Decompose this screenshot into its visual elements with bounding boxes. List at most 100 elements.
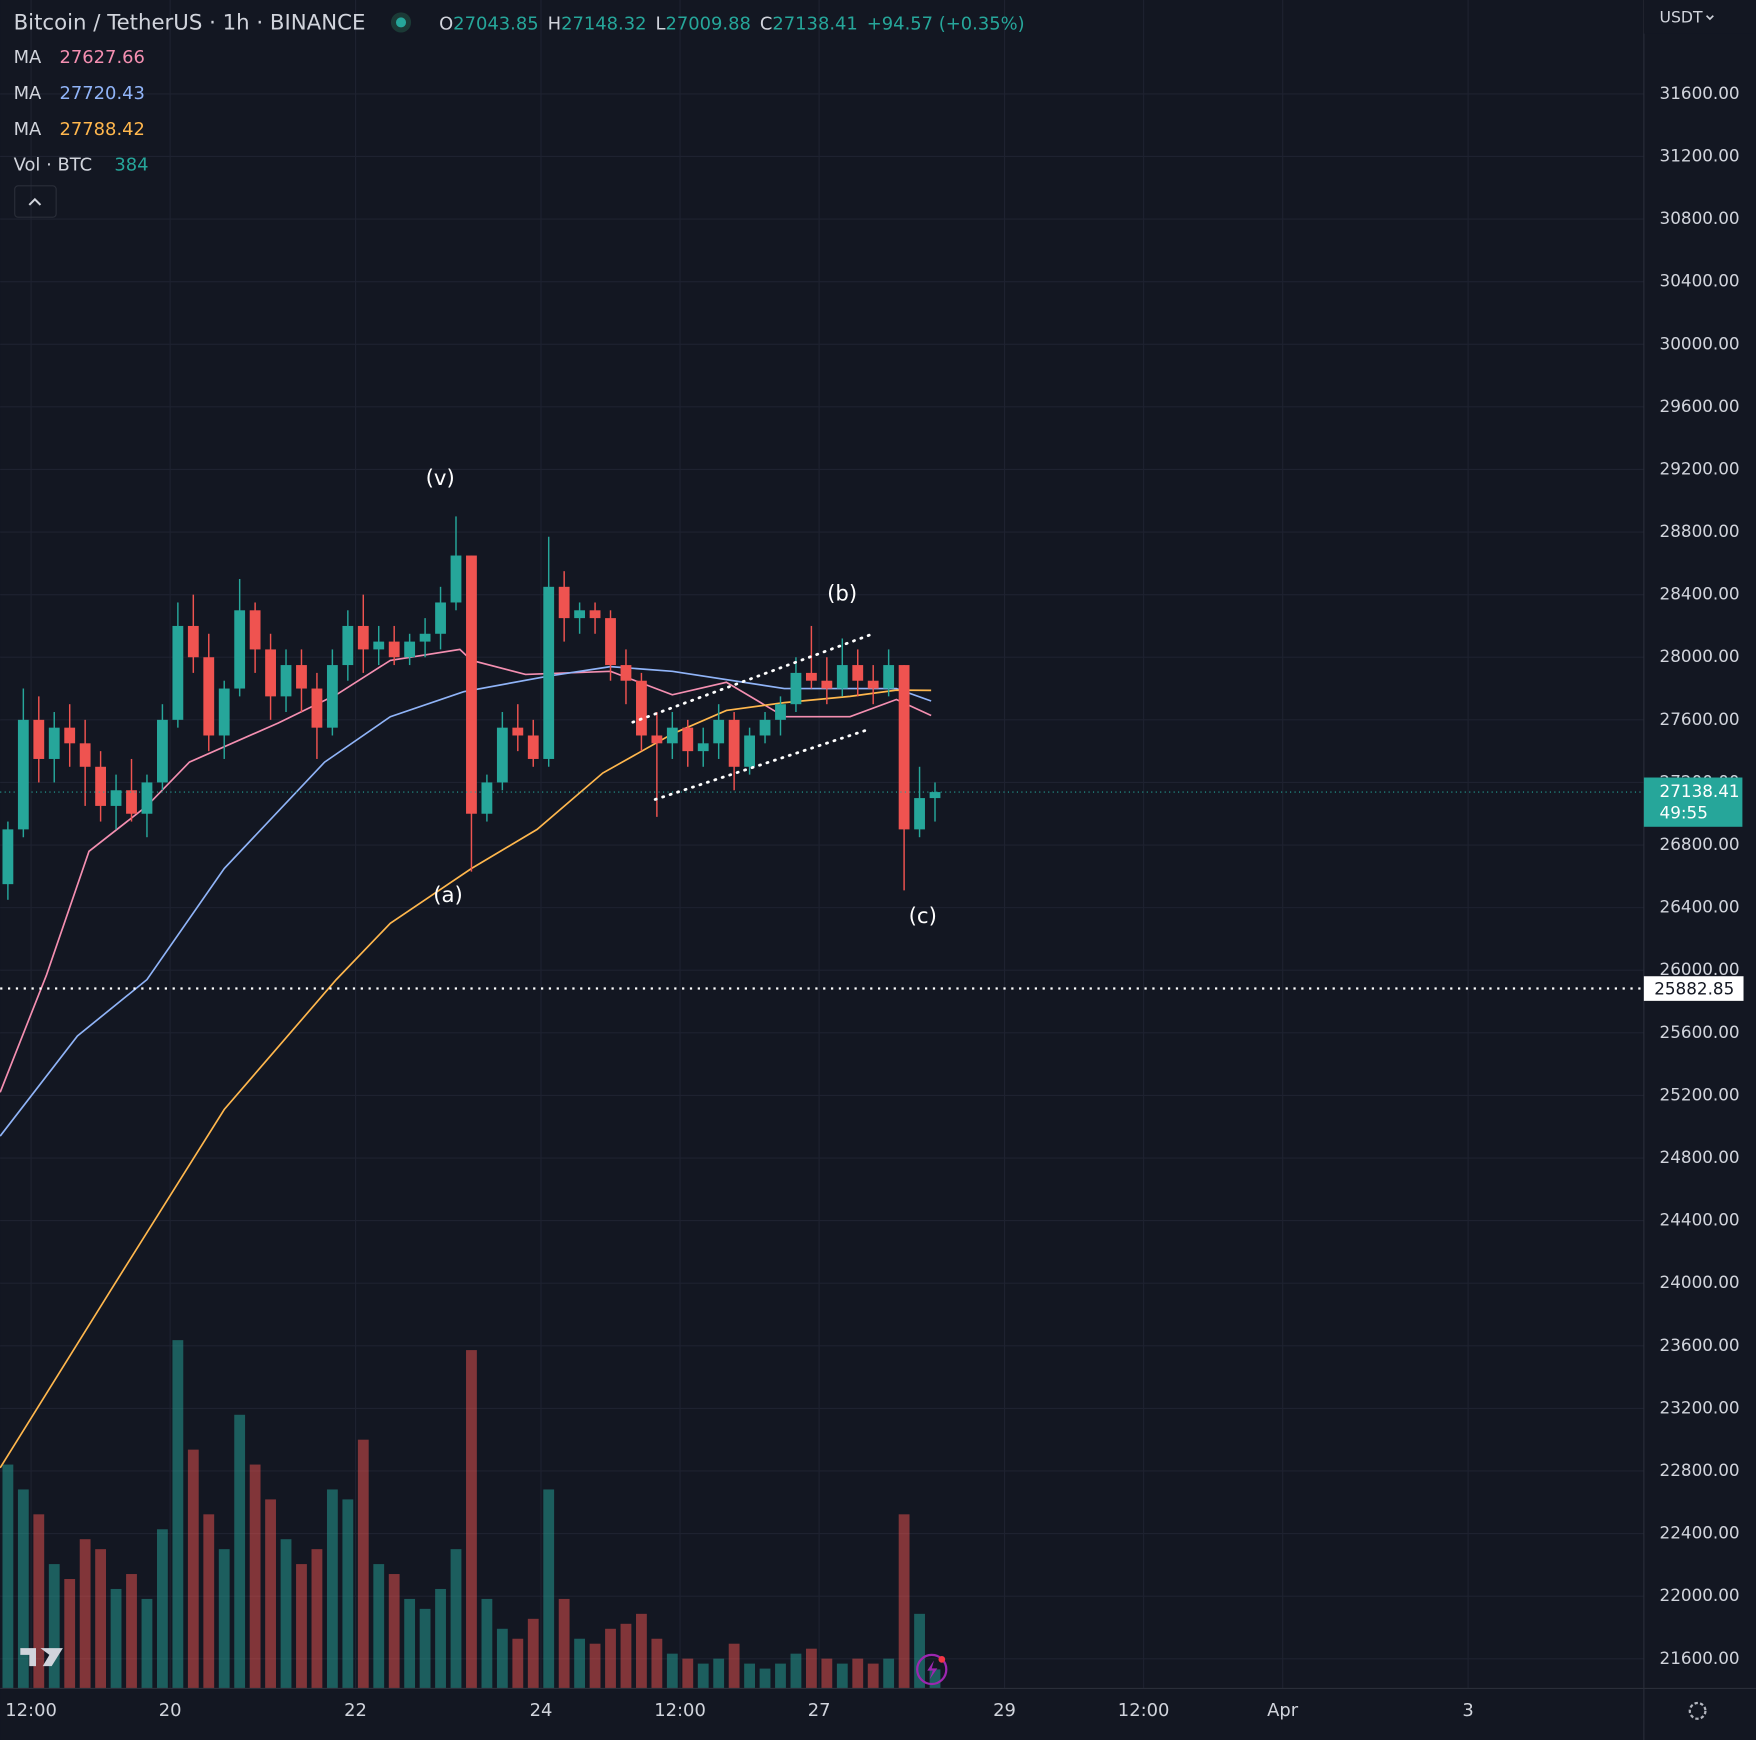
candle-body (682, 727, 694, 752)
collapse-button[interactable] (14, 185, 57, 218)
collapse-icon (28, 197, 42, 206)
volume-bar (79, 1539, 91, 1689)
candle-body (867, 680, 879, 689)
currency[interactable]: USDT (1660, 7, 1703, 26)
notification-dot (938, 1656, 946, 1663)
x-axis: 12:00 20 22 24 12:00 27 29 12:00 Apr 3 (5, 1700, 1474, 1721)
volume-bar (543, 1489, 555, 1689)
volume-bar (17, 1489, 29, 1689)
volume-bar (110, 1588, 122, 1689)
candle-body (821, 680, 833, 689)
y-tick-label: 22400.00 (1660, 1523, 1740, 1543)
y-tick-label: 28400.00 (1660, 584, 1740, 604)
moving-averages (0, 648, 932, 1469)
y-tick-label: 26800.00 (1660, 834, 1740, 854)
settings-icon[interactable] (1688, 1701, 1707, 1720)
y-tick-label: 31600.00 (1660, 83, 1740, 103)
candle-body (651, 735, 663, 744)
volume-bar (357, 1439, 369, 1689)
candle-body (852, 665, 864, 681)
candle-body (218, 688, 230, 736)
volume-bar (620, 1623, 632, 1689)
candle-body (589, 610, 601, 619)
candle-body (759, 719, 771, 736)
y-tick-label: 29200.00 (1660, 458, 1740, 478)
ohlc-value: 27148.32 (561, 14, 646, 35)
volume-bar (126, 1574, 137, 1689)
volume-bar (249, 1464, 261, 1689)
volume-bar (852, 1658, 864, 1689)
volume-bar (929, 1669, 941, 1689)
change: +94.57 (+0.35%) (867, 14, 1025, 35)
channel-line (631, 633, 872, 724)
candle-body (296, 665, 307, 689)
candle-body (450, 555, 462, 603)
x-tick-label: 20 (159, 1700, 182, 1721)
symbol-title[interactable]: Bitcoin / TetherUS · 1h · BINANCE (14, 11, 366, 36)
ma-name: MA (14, 47, 42, 68)
candle-body (666, 727, 678, 744)
ma-value: 27788.42 (60, 119, 145, 140)
y-tick-label: 27600.00 (1660, 709, 1740, 729)
x-tick-label: Apr (1267, 1700, 1299, 1721)
status-dot (395, 17, 407, 28)
volume-bar (666, 1653, 678, 1689)
y-tick-label: 30800.00 (1660, 208, 1740, 228)
volume-bar (141, 1598, 153, 1689)
volume-bar (404, 1598, 416, 1689)
candle-body (79, 743, 91, 767)
candle-body (481, 782, 493, 814)
ma-value: 27720.43 (60, 83, 145, 104)
volume-bar (435, 1588, 446, 1689)
wave-label: (a) (433, 883, 463, 908)
volume-bar (265, 1499, 276, 1689)
y-tick-label: 30000.00 (1660, 333, 1740, 353)
volume-bar (836, 1663, 848, 1689)
ma-name: MA (14, 83, 42, 104)
price-tag-label: 27138.41 (1660, 781, 1740, 801)
candle-body (605, 618, 616, 666)
y-tick-label: 28800.00 (1660, 521, 1740, 541)
volume-bar (388, 1574, 400, 1689)
ma-line (0, 665, 932, 1137)
candle-body (512, 727, 524, 736)
volume-value: 384 (114, 155, 148, 176)
volume-bar (466, 1350, 477, 1689)
x-tick-label: 12:00 (5, 1700, 57, 1721)
candle-body (775, 704, 786, 720)
hline-tag-label: 25882.85 (1654, 979, 1734, 999)
candle-body (558, 586, 570, 619)
volume-pane (2, 1340, 941, 1689)
y-tick-label: 26400.00 (1660, 897, 1740, 917)
y-tick-label: 23200.00 (1660, 1397, 1740, 1417)
volume-bar (342, 1499, 354, 1689)
candle-body (929, 792, 941, 799)
volume-bar (326, 1489, 338, 1689)
volume-bar (419, 1608, 431, 1689)
y-axis: 21600.00 22000.00 22400.00 22800.00 23200.00… (1660, 83, 1740, 1668)
candle-body (388, 641, 400, 658)
y-tick-label: 25200.00 (1660, 1084, 1740, 1104)
y-tick-label: 25600.00 (1660, 1022, 1740, 1042)
volume-bar (790, 1653, 802, 1689)
lightning-button[interactable] (916, 1653, 948, 1686)
volume-bar (883, 1658, 895, 1689)
candle-body (527, 735, 539, 759)
x-tick-label: 22 (344, 1700, 367, 1721)
ohlc-key: L (655, 14, 665, 35)
x-tick-label: 24 (530, 1700, 553, 1721)
candle-body (48, 727, 60, 759)
candle-body (33, 719, 45, 759)
currency-chevron (1705, 15, 1714, 21)
candle-body (805, 672, 817, 681)
volume-bar (775, 1663, 786, 1689)
volume-bar (651, 1638, 663, 1689)
wave-label: (b) (827, 582, 857, 607)
volume-bar (64, 1579, 76, 1689)
volume-bar (95, 1549, 107, 1689)
wave-label: (c) (909, 904, 937, 929)
candle-body (311, 688, 323, 728)
